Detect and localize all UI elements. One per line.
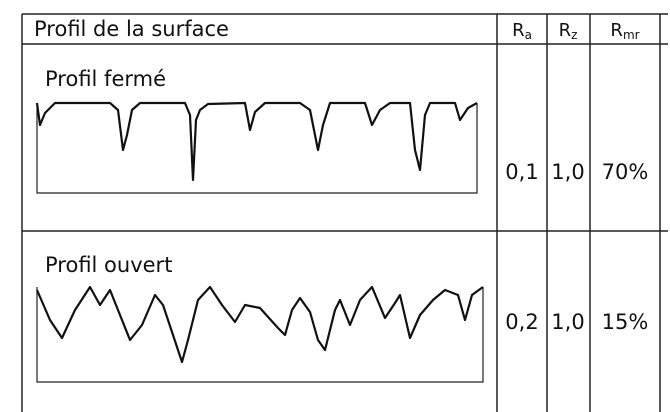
column-subscript: z bbox=[571, 28, 577, 42]
row-label: Profil fermé bbox=[45, 67, 166, 91]
open-profile bbox=[35, 285, 484, 364]
column-subscript: mr bbox=[623, 28, 640, 42]
cell-value: 1,0 bbox=[551, 310, 584, 334]
column-symbol: R bbox=[559, 20, 572, 41]
cell-value: 1,0 bbox=[551, 160, 584, 184]
profile-frame bbox=[36, 103, 478, 194]
column-header: Rmr bbox=[610, 20, 639, 42]
cell-value: 70% bbox=[602, 160, 649, 184]
header-title: Profil de la surface bbox=[34, 17, 229, 41]
cell-value: 0,2 bbox=[505, 310, 538, 334]
column-subscript: a bbox=[525, 28, 532, 42]
closed-profile bbox=[35, 101, 478, 182]
cell-value: 15% bbox=[602, 310, 649, 334]
profile-frame bbox=[36, 287, 484, 383]
column-symbol: R bbox=[512, 20, 525, 41]
column-header: Ra bbox=[512, 20, 532, 42]
cell-value: 0,1 bbox=[505, 160, 538, 184]
column-header: Rz bbox=[559, 20, 578, 42]
table-grid bbox=[21, 13, 668, 412]
column-symbol: R bbox=[610, 20, 623, 41]
row-label: Profil ouvert bbox=[45, 253, 172, 277]
